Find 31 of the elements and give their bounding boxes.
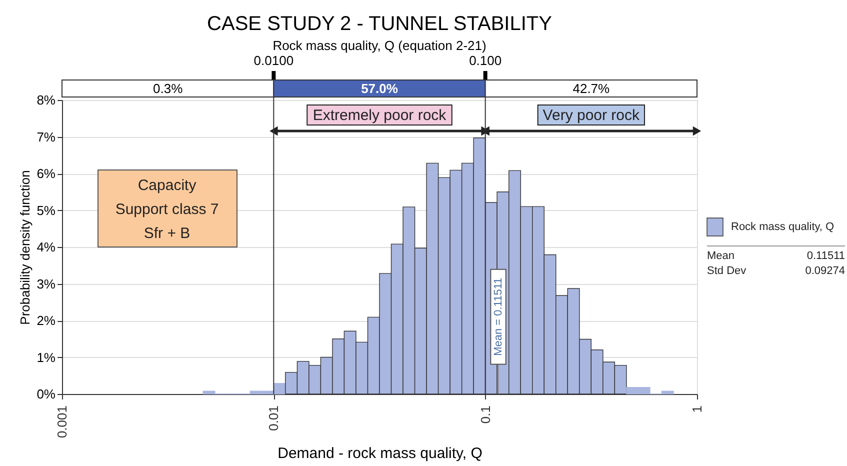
y-tick-label: 8% — [36, 92, 56, 108]
annotation: Mean = 0.11511 — [492, 278, 504, 356]
chart-title: CASE STUDY 2 - TUNNEL STABILITY — [207, 13, 552, 35]
x-tick-label: 0.1 — [478, 406, 493, 424]
annotation: Extremely poor rock — [312, 107, 447, 124]
x-axis-title: Demand - rock mass quality, Q — [278, 445, 482, 462]
ref-line-label: 0.0100 — [254, 53, 294, 68]
y-tick-label: 3% — [36, 276, 56, 292]
text: 57.0% — [361, 81, 398, 96]
y-axis-title: Probability density function — [18, 170, 33, 325]
text: Std Dev — [707, 265, 747, 277]
y-tick-label: 0% — [36, 386, 56, 402]
x-tick-label: 1 — [690, 406, 704, 413]
legend-label: Rock mass quality, Q — [731, 221, 835, 233]
y-tick-label: 1% — [36, 350, 56, 365]
x-tick-label: 0.001 — [54, 406, 70, 438]
y-tick-label: 5% — [36, 202, 56, 218]
annotation: Capacity Support class 7 Sfr + B — [115, 177, 219, 242]
text: 0.09274 — [805, 265, 845, 277]
text: 42.7% — [572, 81, 610, 96]
text: 0.11511 — [806, 250, 845, 262]
text: Mean — [707, 250, 735, 262]
text: 0.3% — [153, 81, 184, 96]
y-tick-label: 4% — [36, 240, 56, 254]
ref-line-label: 0.100 — [469, 53, 502, 68]
x-tick-label: 0.01 — [266, 406, 282, 431]
chart-subtitle: Rock mass quality, Q (equation 2-21) — [272, 38, 486, 53]
y-tick-label: 2% — [36, 313, 56, 328]
y-tick-label: 6% — [36, 166, 56, 181]
y-tick-label: 7% — [36, 129, 56, 144]
annotation: Very poor rock — [542, 107, 640, 124]
